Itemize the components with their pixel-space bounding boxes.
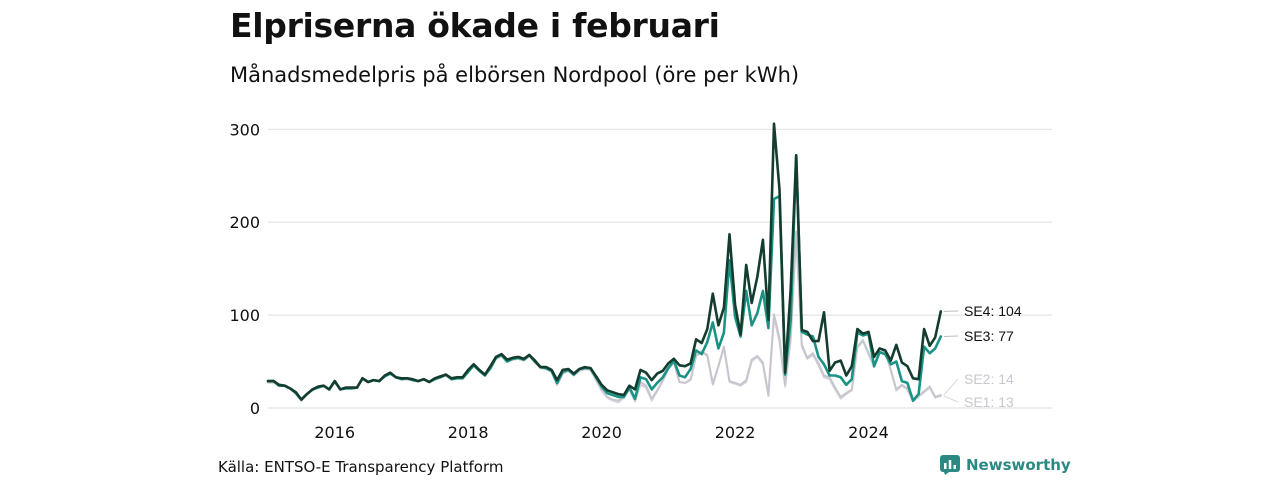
chart-title: Elpriserna ökade i februari bbox=[230, 6, 720, 45]
brand-name: Newsworthy bbox=[966, 456, 1071, 474]
x-tick-label: 2024 bbox=[848, 423, 889, 442]
leader-line-se2 bbox=[943, 378, 959, 396]
y-tick-label: 100 bbox=[229, 306, 260, 325]
y-tick-label: 200 bbox=[229, 213, 260, 232]
end-label-se3: SE3: 77 bbox=[964, 328, 1014, 344]
source-note: Källa: ENTSO-E Transparency Platform bbox=[218, 458, 504, 476]
brand-logo: Newsworthy bbox=[940, 455, 1071, 475]
x-tick-label: 2022 bbox=[715, 423, 756, 442]
x-tick-label: 2018 bbox=[448, 423, 489, 442]
leader-line-se1 bbox=[943, 395, 959, 403]
chart-subtitle: Månadsmedelpris på elbörsen Nordpool (ör… bbox=[230, 63, 800, 87]
x-tick-label: 2016 bbox=[314, 423, 355, 442]
y-tick-label: 300 bbox=[229, 120, 260, 139]
series-line-se3 bbox=[266, 154, 943, 402]
end-label-se1: SE1: 13 bbox=[964, 394, 1014, 410]
end-label-se4: SE4: 104 bbox=[964, 303, 1022, 319]
y-tick-label: 0 bbox=[250, 399, 260, 418]
x-tick-label: 2020 bbox=[581, 423, 622, 442]
series-line-se2 bbox=[267, 230, 942, 402]
newsworthy-logo-icon bbox=[940, 455, 960, 475]
end-label-se2: SE2: 14 bbox=[964, 371, 1014, 387]
series-line-se4 bbox=[266, 122, 943, 401]
